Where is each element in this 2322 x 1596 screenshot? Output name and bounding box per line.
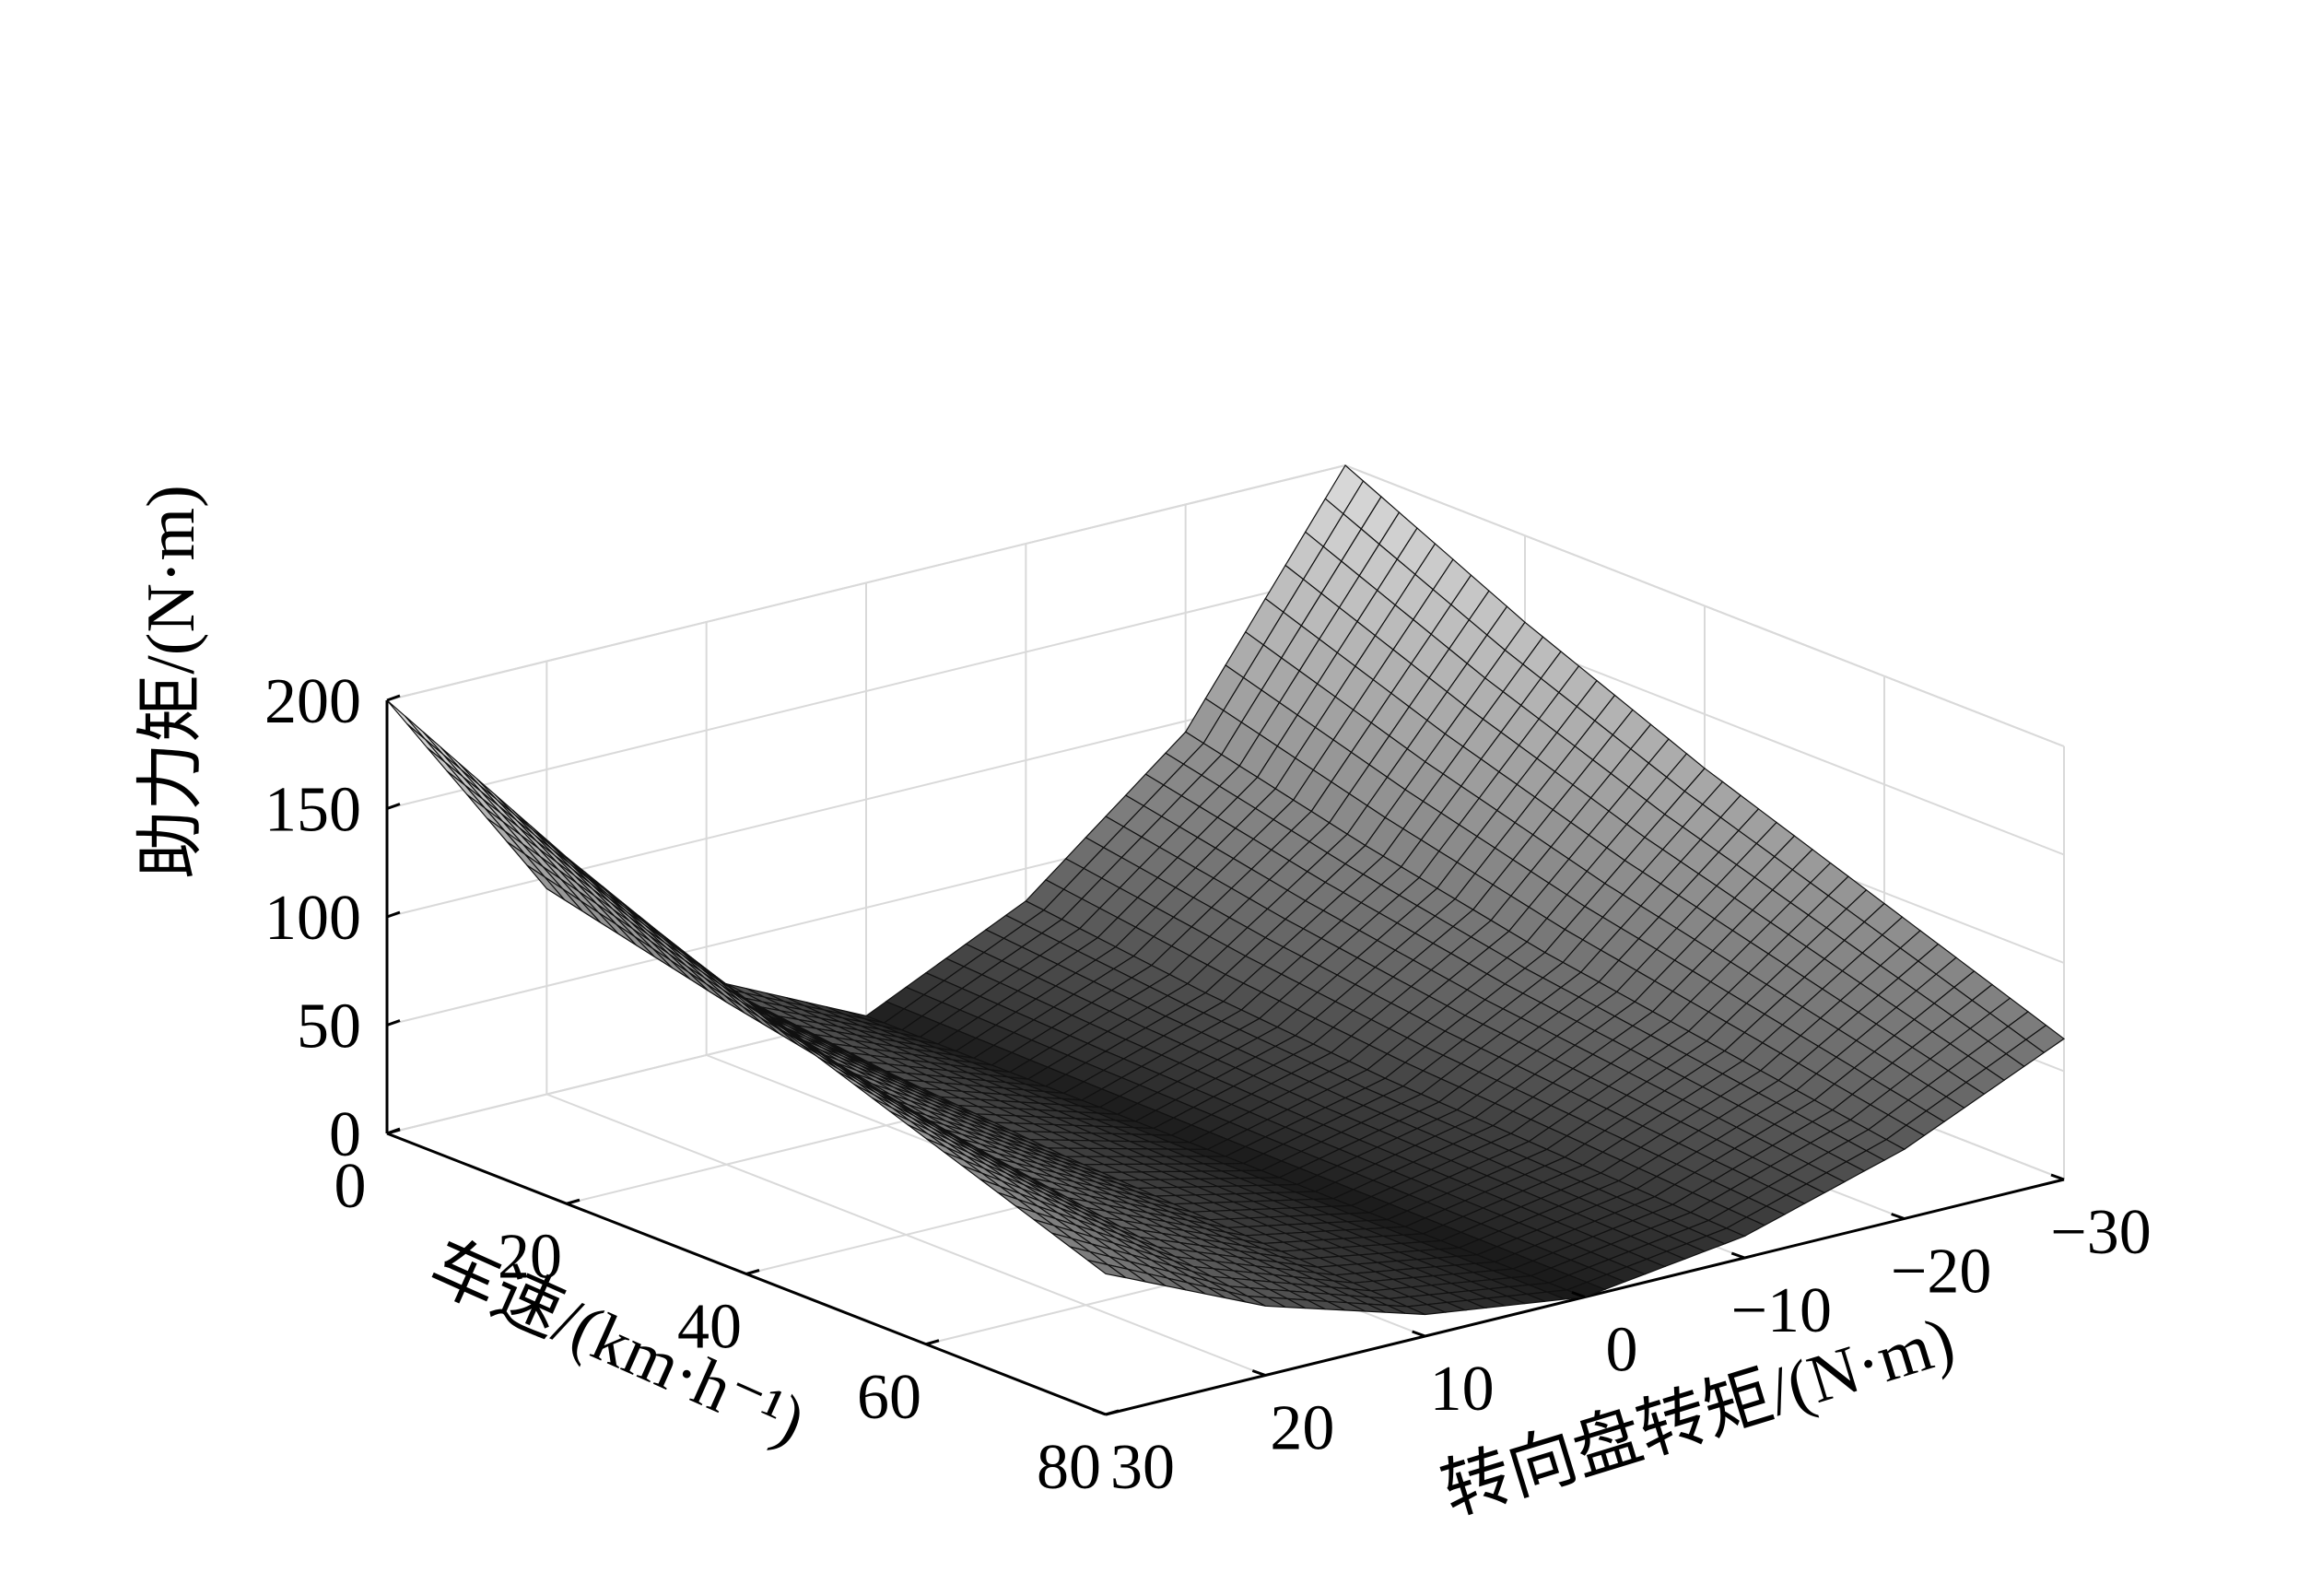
z-tick-mark — [386, 803, 401, 810]
z-tick-mark — [386, 910, 401, 919]
y-tick-label: 20 — [1270, 1393, 1334, 1464]
surface-cell — [1087, 1260, 1127, 1279]
y-tick-label: −20 — [1891, 1237, 1991, 1308]
x-tick-label: 80 — [1037, 1432, 1101, 1503]
x-tick-mark — [745, 1269, 760, 1275]
x-tick-label: 60 — [857, 1362, 921, 1433]
box-top-edge — [1344, 464, 2065, 747]
x-tick-label: 0 — [334, 1151, 367, 1222]
y-tick-mark — [1412, 1330, 1426, 1338]
box-top-edge — [386, 464, 1346, 701]
y-tick-label: 0 — [1606, 1315, 1638, 1386]
x-tick-label: 40 — [677, 1292, 742, 1363]
y-tick-mark — [1730, 1251, 1745, 1260]
y-axis-title: 转向盘转矩/(N·m) — [1434, 1303, 1963, 1531]
z-tick-label: 50 — [297, 992, 361, 1062]
y-tick-mark — [1891, 1213, 1906, 1220]
y-tick-label: 10 — [1430, 1354, 1495, 1425]
z-tick-label: 200 — [264, 666, 361, 737]
z-tick-mark — [386, 694, 401, 702]
x-axis-title: 车速/(km·h⁻¹) — [418, 1227, 815, 1460]
grid-line — [545, 1093, 1266, 1377]
grid-line — [386, 572, 1346, 810]
x-tick-mark — [925, 1339, 940, 1346]
z-tick-label: 100 — [264, 883, 361, 954]
x-tick-mark — [566, 1198, 580, 1205]
surface-mesh — [386, 464, 2066, 1316]
z-tick-label: 0 — [329, 1099, 361, 1170]
y-tick-label: 30 — [1110, 1432, 1175, 1503]
y-tick-mark — [2050, 1173, 2065, 1181]
z-tick-mark — [386, 1019, 401, 1027]
x-tick-mark — [386, 1128, 401, 1135]
x-tick-label: 20 — [498, 1221, 562, 1292]
y-tick-label: −30 — [2050, 1197, 2151, 1268]
z-tick-label: 150 — [264, 775, 361, 846]
y-tick-mark — [1571, 1291, 1586, 1298]
y-tick-mark — [1251, 1369, 1266, 1377]
y-tick-label: −10 — [1731, 1275, 1832, 1346]
y-tick-mark — [1092, 1408, 1107, 1416]
x-tick-mark — [1105, 1409, 1120, 1416]
z-axis-title: 助力矩/(N·m) — [134, 485, 209, 879]
